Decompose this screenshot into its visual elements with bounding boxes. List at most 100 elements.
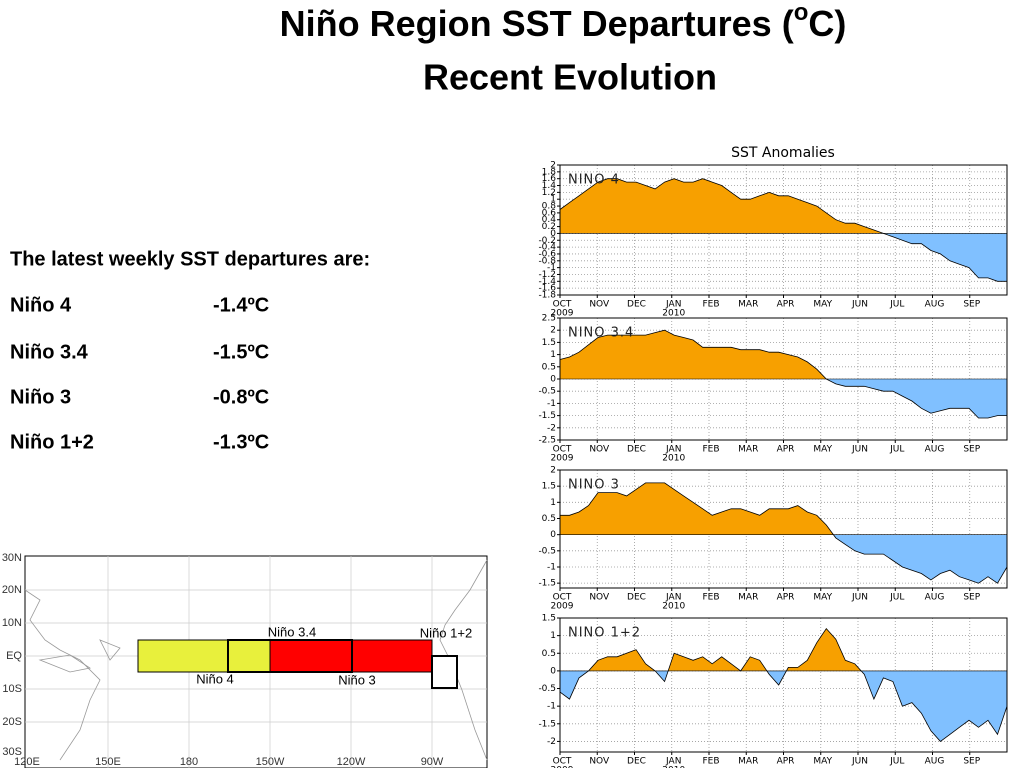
y-tick-label: 0 <box>550 375 556 385</box>
x-tick-label: OCT <box>553 300 572 310</box>
x-tick-label: JUL <box>889 300 904 310</box>
x-tick-label: DEC <box>627 445 646 455</box>
box-label: Niño 1+2 <box>420 625 472 640</box>
nino4-box <box>137 639 271 673</box>
line <box>559 627 1008 742</box>
year-label: 2010 <box>662 602 685 612</box>
slide-title: Niño Region SST Departures (oC) <box>280 0 847 44</box>
figure-title: SST Anomalies <box>731 145 835 161</box>
y-tick-label: -0.2 <box>538 236 556 246</box>
area-positive <box>560 330 1007 379</box>
nino12-box <box>431 655 458 689</box>
y-tick-label: 1 <box>550 350 556 360</box>
x-tick-label: AUG <box>925 445 945 455</box>
x-tick-label: MAR <box>738 445 758 455</box>
chart-title: NINO 3 <box>568 478 620 493</box>
x-tick-label: AUG <box>925 757 945 767</box>
slide-subtitle: Recent Evolution <box>423 57 717 98</box>
year-label: 2009 <box>551 602 574 612</box>
lat-label: 30S <box>2 746 22 758</box>
coastline <box>24 559 488 761</box>
y-tick-label: -1 <box>547 399 556 409</box>
intro-text: The latest weekly SST departures are: <box>10 248 370 270</box>
y-tick-label: 1.5 <box>542 482 556 492</box>
area-positive <box>560 482 834 535</box>
y-tick-label: 1.4 <box>542 181 557 191</box>
x-tick-label: APR <box>777 300 795 310</box>
area-positive <box>588 628 862 671</box>
x-tick-label: JAN <box>665 593 681 603</box>
title-sup: o <box>794 0 809 26</box>
y-tick-label: 1 <box>550 498 556 508</box>
y-tick-label: 1.8 <box>542 167 557 177</box>
chart-title: NINO 4 <box>568 173 620 188</box>
x-tick-label: OCT <box>553 445 572 455</box>
y-tick-label: -0.8 <box>538 256 556 266</box>
year-label: 2009 <box>551 766 574 768</box>
y-tick-label: 0.2 <box>542 222 556 232</box>
x-tick-label: JUL <box>889 445 904 455</box>
y-tick-label: -1.5 <box>538 719 556 729</box>
y-tick-label: 0.4 <box>542 215 557 225</box>
y-tick-label: 0.8 <box>542 202 557 212</box>
area-positive <box>560 178 1007 234</box>
x-tick-label: JUN <box>851 445 868 455</box>
y-tick-label: -1.8 <box>538 291 556 301</box>
area-negative <box>560 670 1007 742</box>
y-tick-label: -1.6 <box>538 284 556 294</box>
y-tick-label: -1 <box>547 263 556 273</box>
x-tick-label: MAY <box>813 445 832 455</box>
x-tick-label: OCT <box>553 757 572 767</box>
lat-label: 20N <box>2 584 22 596</box>
y-tick-label: -1.5 <box>538 579 556 589</box>
y-tick-label: -2.5 <box>538 436 556 446</box>
x-tick-label: AUG <box>925 593 945 603</box>
y-tick-label: 1.2 <box>542 188 556 198</box>
lat-label: EQ <box>6 650 22 662</box>
region-name: Niño 3 <box>10 386 71 408</box>
region-value: -1.3ºC <box>213 431 269 453</box>
x-tick-label: DEC <box>627 757 646 767</box>
x-tick-label: JAN <box>665 757 681 767</box>
chart-title: NINO 3.4 <box>568 326 634 341</box>
y-tick-label: 2.5 <box>542 314 556 324</box>
y-tick-label: 1.5 <box>542 338 556 348</box>
y-tick-label: 2 <box>550 161 556 171</box>
lon-label: 120E <box>14 756 40 768</box>
x-tick-label: DEC <box>627 300 646 310</box>
year-label: 2010 <box>662 309 685 319</box>
region-value: -1.5ºC <box>213 341 269 363</box>
x-tick-label: DEC <box>627 593 646 603</box>
lat-label: 20S <box>2 716 22 728</box>
line <box>559 178 1007 282</box>
year-label: 2010 <box>662 454 685 464</box>
title-text: Niño Region SST Departures ( <box>280 3 794 44</box>
y-tick-label: 1.5 <box>542 614 556 624</box>
x-tick-label: FEB <box>702 445 719 455</box>
x-tick-label: MAR <box>738 757 758 767</box>
line <box>559 329 1007 419</box>
lat-label: 30N <box>2 552 22 564</box>
y-tick-label: -0.4 <box>538 243 556 253</box>
y-tick-label: 0.6 <box>542 208 557 218</box>
year-label: 2009 <box>551 309 574 319</box>
y-tick-label: -0.5 <box>538 546 556 556</box>
lon-label: 180 <box>180 756 198 768</box>
x-tick-label: JUN <box>851 593 868 603</box>
y-tick-label: -1.5 <box>538 411 556 421</box>
y-tick-label: -1 <box>547 702 556 712</box>
lon-label: 120W <box>337 756 366 768</box>
x-tick-label: JAN <box>665 300 681 310</box>
x-tick-label: MAR <box>738 300 758 310</box>
x-tick-label: MAY <box>813 300 832 310</box>
x-tick-label: FEB <box>702 757 719 767</box>
y-tick-label: 1 <box>550 195 556 205</box>
box-label: Niño 4 <box>196 671 234 686</box>
x-tick-label: NOV <box>589 757 610 767</box>
region-name: Niño 1+2 <box>10 431 94 453</box>
y-tick-label: -2 <box>547 423 556 433</box>
y-tick-label: -0.6 <box>538 249 556 259</box>
